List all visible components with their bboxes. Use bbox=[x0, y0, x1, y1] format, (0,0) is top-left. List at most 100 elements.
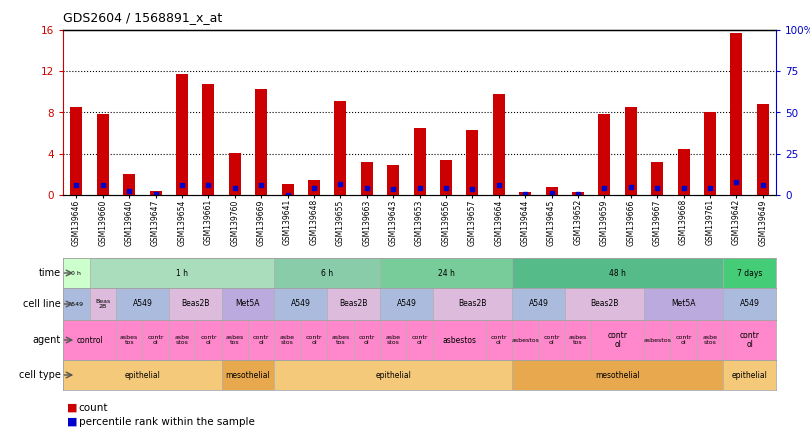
Bar bbox=[723, 360, 776, 390]
Bar bbox=[248, 320, 275, 360]
Bar bbox=[723, 258, 776, 288]
Bar bbox=[467, 130, 479, 195]
Bar bbox=[116, 288, 168, 320]
Text: asbes
tos: asbes tos bbox=[569, 335, 587, 345]
Bar bbox=[644, 288, 723, 320]
Text: Beas
2B: Beas 2B bbox=[95, 299, 110, 309]
Bar bbox=[90, 288, 116, 320]
Bar bbox=[723, 288, 776, 320]
Text: epithelial: epithelial bbox=[375, 370, 411, 380]
Text: agent: agent bbox=[32, 335, 61, 345]
Text: 0 h: 0 h bbox=[71, 270, 81, 275]
Text: time: time bbox=[39, 268, 61, 278]
Text: 48 h: 48 h bbox=[609, 269, 626, 278]
Bar bbox=[354, 320, 380, 360]
Bar bbox=[360, 162, 373, 195]
Bar bbox=[519, 192, 531, 195]
Text: A549: A549 bbox=[528, 300, 548, 309]
Bar bbox=[116, 320, 143, 360]
Text: contr
ol: contr ol bbox=[491, 335, 507, 345]
Text: epithelial: epithelial bbox=[731, 370, 768, 380]
Bar bbox=[222, 288, 275, 320]
Text: contr
ol: contr ol bbox=[740, 331, 760, 349]
Text: contr
ol: contr ol bbox=[608, 331, 628, 349]
Bar bbox=[301, 320, 327, 360]
Bar bbox=[591, 320, 644, 360]
Bar bbox=[222, 360, 275, 390]
Text: contr
ol: contr ol bbox=[359, 335, 375, 345]
Bar bbox=[625, 107, 637, 195]
Text: 7 days: 7 days bbox=[737, 269, 762, 278]
Bar bbox=[414, 128, 425, 195]
Bar bbox=[97, 114, 109, 195]
Text: count: count bbox=[79, 403, 108, 413]
Bar bbox=[380, 258, 512, 288]
Text: asbes
tos: asbes tos bbox=[331, 335, 349, 345]
Bar bbox=[651, 162, 663, 195]
Bar bbox=[63, 258, 90, 288]
Bar bbox=[229, 153, 241, 195]
Bar bbox=[757, 104, 769, 195]
Bar bbox=[704, 112, 716, 195]
Bar bbox=[565, 320, 591, 360]
Bar bbox=[282, 184, 293, 195]
Text: GDS2604 / 1568891_x_at: GDS2604 / 1568891_x_at bbox=[63, 11, 223, 24]
Bar bbox=[512, 360, 723, 390]
Bar bbox=[387, 165, 399, 195]
Text: 1 h: 1 h bbox=[176, 269, 188, 278]
Bar bbox=[512, 258, 723, 288]
Bar bbox=[327, 288, 380, 320]
Bar bbox=[644, 320, 671, 360]
Text: A549: A549 bbox=[291, 300, 311, 309]
Bar bbox=[308, 179, 320, 195]
Text: 6 h: 6 h bbox=[321, 269, 333, 278]
Bar bbox=[723, 320, 776, 360]
Bar bbox=[380, 288, 433, 320]
Bar bbox=[63, 320, 116, 360]
Text: control: control bbox=[76, 336, 103, 345]
Bar bbox=[671, 320, 697, 360]
Text: asbe
stos: asbe stos bbox=[702, 335, 718, 345]
Bar bbox=[599, 114, 610, 195]
Bar bbox=[123, 174, 135, 195]
Text: Met5A: Met5A bbox=[671, 300, 696, 309]
Text: contr
ol: contr ol bbox=[253, 335, 270, 345]
Text: A549: A549 bbox=[68, 301, 84, 306]
Bar bbox=[275, 320, 301, 360]
Text: 24 h: 24 h bbox=[437, 269, 454, 278]
Text: contr
ol: contr ol bbox=[411, 335, 428, 345]
Bar bbox=[168, 288, 222, 320]
Text: epithelial: epithelial bbox=[125, 370, 160, 380]
Text: asbes
tos: asbes tos bbox=[226, 335, 244, 345]
Bar bbox=[407, 320, 433, 360]
Bar bbox=[90, 258, 275, 288]
Text: Met5A: Met5A bbox=[236, 300, 260, 309]
Bar bbox=[176, 74, 188, 195]
Bar bbox=[327, 320, 354, 360]
Bar bbox=[731, 33, 742, 195]
Bar bbox=[565, 288, 644, 320]
Bar bbox=[485, 320, 512, 360]
Text: asbe
stos: asbe stos bbox=[386, 335, 401, 345]
Bar bbox=[697, 320, 723, 360]
Text: cell type: cell type bbox=[19, 370, 61, 380]
Bar bbox=[433, 288, 512, 320]
Text: mesothelial: mesothelial bbox=[226, 370, 271, 380]
Bar bbox=[275, 258, 380, 288]
Text: asbes
tos: asbes tos bbox=[120, 335, 139, 345]
Bar bbox=[275, 288, 327, 320]
Bar bbox=[380, 320, 407, 360]
Bar bbox=[70, 107, 83, 195]
Bar bbox=[63, 288, 90, 320]
Text: percentile rank within the sample: percentile rank within the sample bbox=[79, 417, 254, 427]
Text: A549: A549 bbox=[396, 300, 416, 309]
Text: ■: ■ bbox=[67, 417, 78, 427]
Bar bbox=[539, 320, 565, 360]
Text: A549: A549 bbox=[740, 300, 760, 309]
Bar bbox=[255, 89, 267, 195]
Text: contr
ol: contr ol bbox=[147, 335, 164, 345]
Text: asbestos: asbestos bbox=[643, 337, 671, 342]
Text: contr
ol: contr ol bbox=[676, 335, 692, 345]
Bar bbox=[433, 320, 485, 360]
Text: mesothelial: mesothelial bbox=[595, 370, 640, 380]
